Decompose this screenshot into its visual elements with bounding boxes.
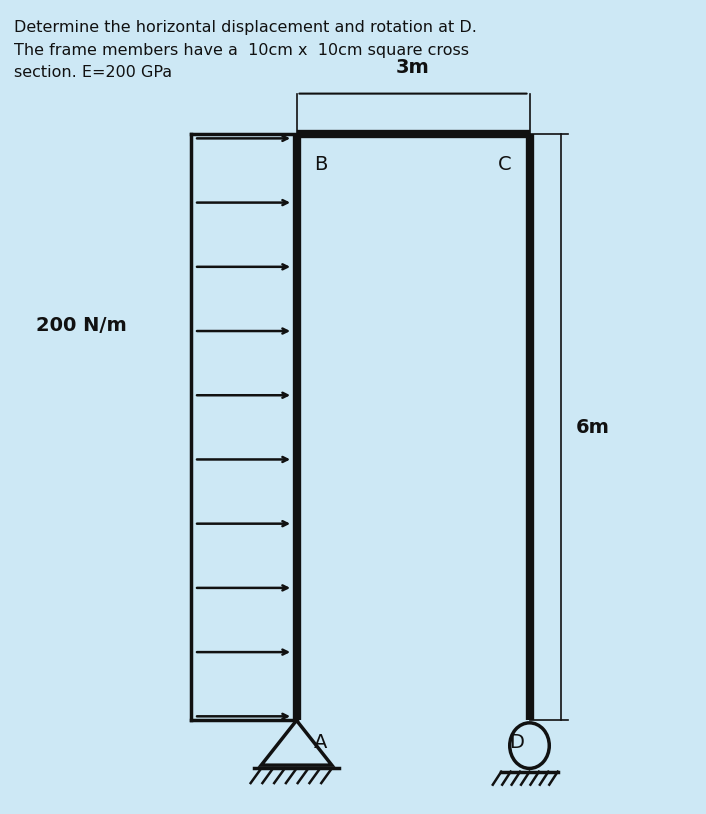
Text: 200 N/m: 200 N/m (36, 316, 126, 335)
Text: Determine the horizontal displacement and rotation at D.
The frame members have : Determine the horizontal displacement an… (14, 20, 477, 80)
Text: C: C (498, 155, 512, 173)
Text: A: A (314, 733, 328, 751)
Text: 3m: 3m (396, 59, 430, 77)
Text: B: B (314, 155, 328, 173)
Text: 6m: 6m (575, 418, 609, 437)
Text: D: D (509, 733, 524, 751)
